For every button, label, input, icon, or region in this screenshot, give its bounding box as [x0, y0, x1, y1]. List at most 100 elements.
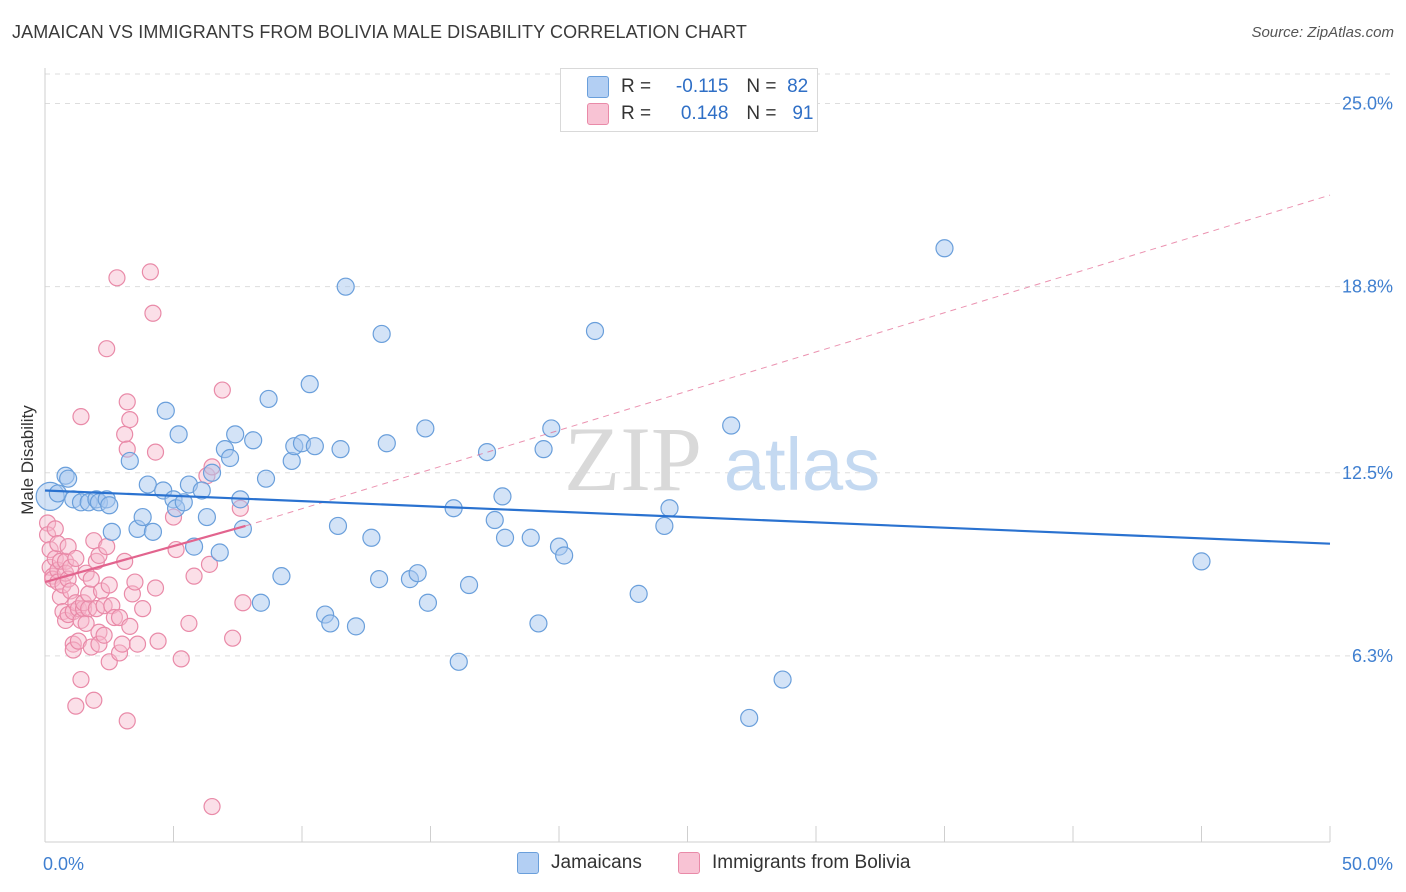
bolivia-point [121, 411, 139, 429]
bolivia-point [49, 535, 67, 553]
bolivia-point [224, 629, 242, 647]
legend-swatch-blue [587, 76, 609, 98]
jamaican-point [629, 584, 648, 603]
y-tick-label: 12.5% [1342, 463, 1393, 483]
jamaican-point [169, 425, 188, 444]
jamaican-point [197, 507, 217, 527]
bolivia-point [67, 697, 85, 715]
bolivia-point [59, 538, 77, 556]
jamaican-point [418, 593, 438, 612]
jamaican-point [282, 451, 301, 471]
jamaican-point [336, 277, 355, 296]
jamaican-point [251, 593, 270, 612]
jamaican-point [477, 442, 497, 462]
jamaican-point [493, 487, 512, 506]
x-tick-label: 50.0% [1342, 854, 1393, 874]
legend-n-label: N = [746, 103, 777, 124]
jamaican-point [102, 522, 121, 541]
jamaican-point [740, 708, 759, 728]
jamaican-point [321, 614, 340, 633]
bolivia-point [185, 567, 203, 585]
jamaican-points [35, 239, 1211, 728]
bolivia-trend-line [44, 524, 246, 584]
jamaican-point [485, 510, 504, 530]
bolivia-point [85, 691, 103, 709]
jamaican-point [226, 425, 245, 444]
bolivia-point [134, 600, 152, 618]
jamaican-point [722, 416, 741, 435]
jamaican-point [259, 389, 278, 409]
legend-swatch-pink [587, 103, 609, 125]
jamaican-point [272, 567, 291, 586]
jamaican-point [59, 469, 78, 488]
watermark: ZIP atlas [564, 408, 880, 510]
grid-layer [45, 73, 1395, 657]
legend-n-label: N = [746, 76, 777, 97]
bolivia-point [108, 269, 126, 287]
bolivia-point [121, 617, 139, 635]
jamaican-point [120, 451, 139, 471]
jamaican-point [256, 469, 276, 488]
legend-r-label: R = [621, 103, 652, 124]
jamaican-point [408, 564, 427, 583]
jamaican-point [328, 516, 348, 536]
jamaican-point [143, 522, 163, 541]
bolivia-point [172, 650, 190, 668]
bolivia-points [38, 263, 252, 816]
correlation-legend: R = -0.115 N = 82 R = 0.148 N = 91 [560, 68, 818, 132]
legend-n-value: 91 [792, 103, 814, 124]
bolivia-point [95, 626, 113, 644]
jamaican-point [660, 499, 679, 518]
jamaican-point [202, 463, 222, 482]
bolivia-point [128, 635, 147, 653]
bolivia-point [146, 443, 165, 461]
axes-layer [44, 68, 1331, 843]
jamaican-point [377, 434, 396, 453]
bolivia-point [144, 304, 162, 322]
bolivia-point [105, 608, 123, 627]
legend-n-value: 82 [787, 76, 809, 97]
jamaican-point [331, 440, 350, 459]
jamaican-point [773, 670, 792, 689]
tick-labels: 6.3% 12.5% 18.8% 25.0% 0.0% 50.0% [43, 94, 1393, 874]
jamaican-point [529, 614, 548, 633]
trend-lines [44, 194, 1331, 584]
jamaican-point [416, 419, 435, 438]
jamaican-point [174, 493, 193, 512]
y-tick-label: 25.0% [1342, 94, 1393, 114]
jamaican-point [1192, 552, 1211, 571]
source-label: Source: ZipAtlas.com [1251, 24, 1394, 41]
bolivia-point [234, 594, 252, 612]
bolivia-point [213, 381, 231, 399]
jamaican-point [100, 496, 119, 515]
bolivia-point [146, 579, 165, 597]
jamaican-point [459, 575, 479, 595]
bolivia-point [72, 408, 90, 426]
jamaican-point [210, 543, 229, 562]
legend-r-value: 0.148 [680, 103, 729, 124]
y-tick-label: 6.3% [1352, 646, 1393, 666]
jamaican-point [585, 321, 605, 341]
series-swatch-pink [678, 852, 700, 874]
jamaican-point [555, 546, 574, 565]
bolivia-point [203, 797, 221, 816]
bolivia-point [90, 635, 108, 653]
bolivia-point [118, 393, 136, 411]
jamaican-point [935, 239, 954, 258]
bolivia-point [46, 520, 64, 538]
bolivia-point [180, 614, 198, 633]
x-tick-label: 0.0% [43, 854, 84, 874]
jamaican-point [370, 570, 389, 589]
bolivia-point [98, 340, 116, 358]
jamaican-point [138, 475, 157, 494]
jamaican-point [133, 507, 152, 527]
jamaican-point [372, 324, 391, 344]
bolivia-point [116, 425, 134, 443]
series-label-jamaicans: Jamaicans [551, 852, 642, 873]
bolivia-point [82, 570, 100, 588]
series-legend: Jamaicans Immigrants from Bolivia [0, 852, 1406, 878]
jamaican-point [521, 528, 540, 547]
legend-row-bolivia: R = 0.148 N = 91 [587, 102, 813, 126]
watermark-zip: ZIP [564, 408, 702, 510]
bolivia-point [141, 263, 159, 281]
